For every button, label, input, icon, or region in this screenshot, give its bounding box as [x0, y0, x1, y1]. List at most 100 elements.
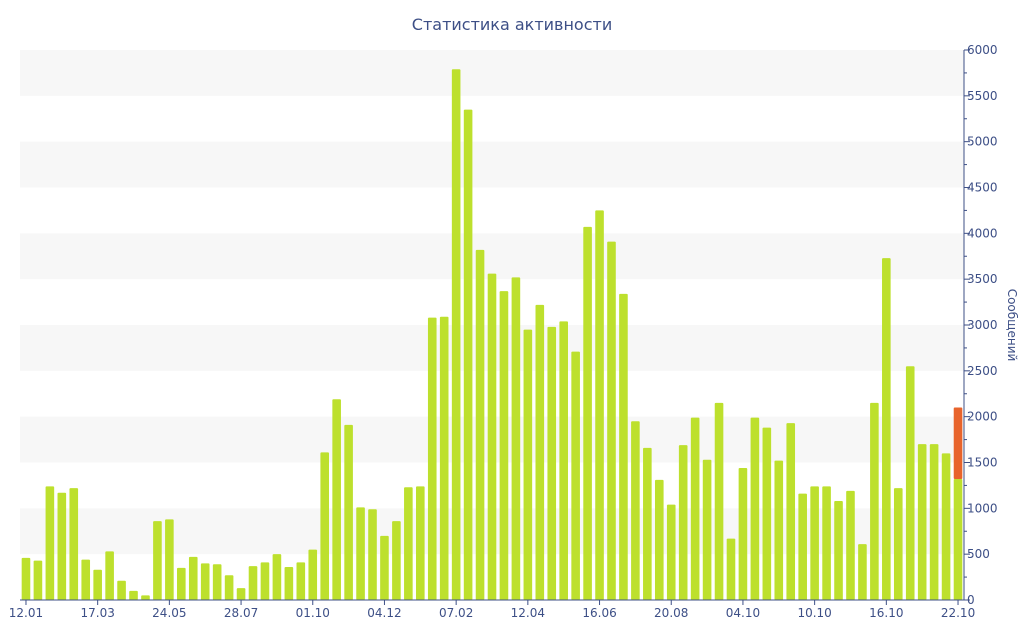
- y-axis-title: Сообщений: [1005, 289, 1019, 362]
- bar: [535, 304, 545, 600]
- bar: [666, 504, 676, 600]
- x-tick-label: 28.07: [224, 606, 258, 620]
- x-tick-label: 07.02: [439, 606, 473, 620]
- bar: [141, 595, 150, 600]
- bar: [69, 488, 79, 600]
- x-axis: 12.01 17.03 24.05 28.07 01.10 04.12 07.02 12.04…: [9, 599, 975, 620]
- bar: [595, 210, 604, 601]
- bar: [559, 321, 568, 600]
- bar: [487, 273, 497, 600]
- bar: [272, 554, 282, 600]
- x-tick-label: 01.10: [296, 606, 330, 620]
- bar: [643, 447, 652, 600]
- bar: [451, 69, 461, 600]
- x-tick-label: 16.06: [582, 606, 616, 620]
- bar: [248, 566, 258, 600]
- y-tick-label: 3000: [967, 318, 998, 332]
- bar: [547, 326, 557, 600]
- bar-segment-highlight: [953, 407, 963, 479]
- x-tick-label: 22.10: [941, 606, 975, 620]
- bar: [45, 486, 55, 600]
- y-tick-label: 2500: [967, 364, 998, 378]
- y-tick-label: 4500: [967, 181, 998, 195]
- bar: [822, 486, 831, 600]
- bar: [177, 567, 186, 600]
- bar: [583, 226, 592, 601]
- bar: [344, 424, 353, 600]
- bar: [893, 488, 903, 600]
- bar: [332, 399, 341, 600]
- bar: [774, 460, 784, 600]
- bar: [690, 417, 700, 600]
- y-tick-label: 500: [967, 547, 990, 561]
- bar: [702, 459, 712, 600]
- y-tick-label: 0: [967, 593, 975, 607]
- bar: [57, 492, 67, 600]
- bar: [905, 366, 915, 600]
- bar: [21, 557, 31, 600]
- bar: [33, 560, 43, 600]
- bar: [678, 445, 688, 600]
- bar: [153, 521, 162, 600]
- bar: [368, 509, 377, 600]
- bar: [416, 486, 425, 600]
- bar: [105, 551, 114, 600]
- bar: [224, 575, 234, 600]
- bar: [356, 507, 365, 600]
- y-tick-label: 5000: [967, 135, 998, 149]
- bar: [810, 486, 819, 600]
- bar: [427, 317, 437, 600]
- bar: [523, 329, 533, 600]
- bar: [870, 402, 879, 600]
- bar: [475, 249, 485, 600]
- bar: [260, 562, 270, 600]
- chart-title: Статистика активности: [411, 15, 613, 34]
- bar: [117, 580, 126, 600]
- bar: [308, 549, 318, 600]
- y-tick-label: 5500: [967, 89, 998, 103]
- bar: [917, 444, 927, 600]
- bar: [463, 109, 473, 600]
- bar: [93, 569, 102, 600]
- bar: [188, 556, 198, 600]
- bar: [165, 519, 174, 600]
- bar: [439, 316, 449, 600]
- y-axis: 0 500 1000 1500 2000 2500 3000 3500 4000 4500 5000…: [963, 43, 998, 607]
- bar: [654, 479, 664, 600]
- x-tick-label: 12.04: [511, 606, 545, 620]
- grid-band: [20, 233, 964, 280]
- x-tick-label: 12.01: [9, 606, 43, 620]
- y-tick-label: 4000: [967, 226, 998, 240]
- bar: [81, 559, 91, 600]
- grid-band: [20, 141, 964, 188]
- bar: [846, 490, 855, 600]
- bar: [714, 402, 724, 600]
- bar: [941, 453, 951, 600]
- bar: [236, 588, 246, 600]
- bar: [380, 535, 389, 600]
- bar: [631, 421, 640, 600]
- bar: [212, 564, 222, 600]
- bar: [499, 291, 509, 600]
- bar: [929, 444, 939, 600]
- bar: [607, 241, 616, 600]
- x-tick-label: 20.08: [654, 606, 688, 620]
- grid-band: [20, 50, 964, 96]
- y-tick-label: 6000: [967, 43, 998, 57]
- bar: [619, 293, 628, 600]
- x-tick-label: 16.10: [869, 606, 903, 620]
- bar: [882, 258, 891, 600]
- bar: [320, 452, 330, 600]
- bar: [738, 468, 748, 600]
- x-tick-label: 10.10: [797, 606, 831, 620]
- x-tick-label: 17.03: [80, 606, 114, 620]
- bar: [200, 563, 210, 600]
- y-tick-label: 3500: [967, 272, 998, 286]
- bar: [511, 277, 521, 600]
- bar: [750, 417, 760, 600]
- bar: [858, 544, 867, 600]
- bar: [296, 562, 306, 600]
- y-tick-label: 1500: [967, 456, 998, 470]
- bar: [834, 501, 843, 600]
